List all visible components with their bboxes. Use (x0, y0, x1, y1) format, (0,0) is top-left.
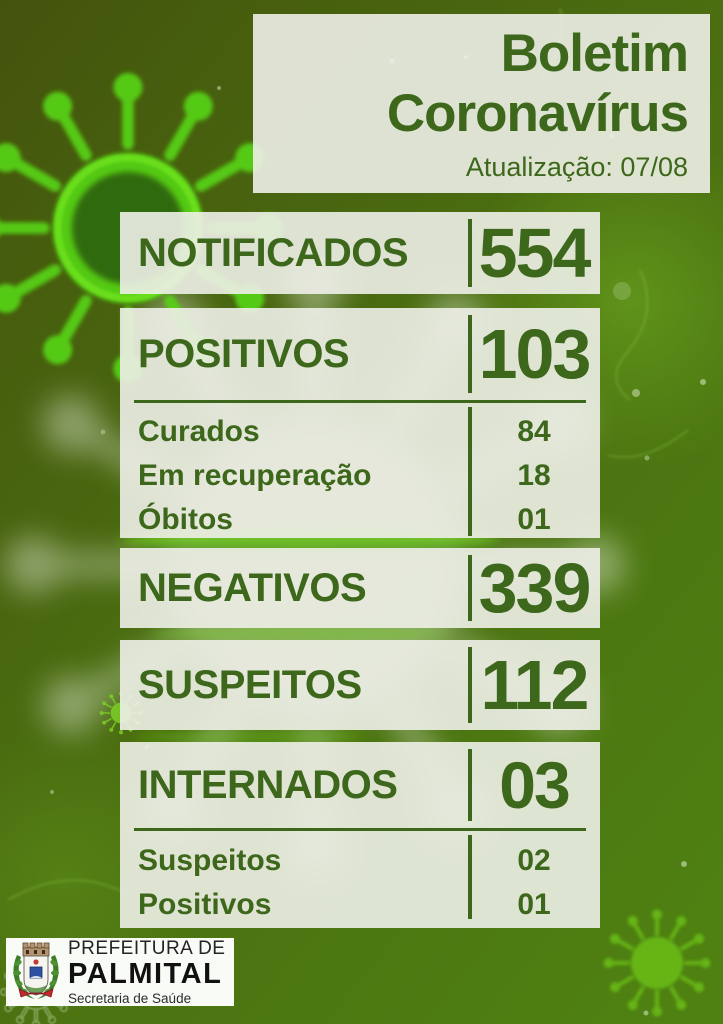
substat-label: Óbitos (138, 503, 233, 536)
stat-card-positivos: POSITIVOS 103 Curados 84 Em recuperação … (120, 308, 600, 538)
org-name-line-2: PALMITAL (68, 957, 223, 990)
substat-row-em-recuperacao: Em recuperação 18 (120, 454, 600, 498)
substat-row-suspeitos-internados: Suspeitos 02 (120, 839, 600, 883)
substat-row-curados: Curados 84 (120, 410, 600, 454)
substat-value: 01 (517, 888, 551, 921)
stat-value: 03 (499, 748, 570, 822)
substat-value: 01 (517, 503, 551, 536)
substat-value: 02 (517, 844, 551, 877)
stat-value: 103 (478, 315, 592, 393)
substat-row-obitos: Óbitos 01 (120, 498, 600, 542)
stat-card-negativos: NEGATIVOS 339 (120, 548, 600, 628)
update-date-label: Atualização: 07/08 (465, 152, 688, 182)
title-card: Boletim Coronavírus Atualização: 07/08 (253, 14, 710, 193)
stat-label: NOTIFICADOS (138, 230, 409, 275)
substat-label: Curados (138, 415, 260, 448)
divider-vertical (468, 835, 472, 919)
palmital-coat-of-arms-icon (13, 942, 59, 999)
stat-label: INTERNADOS (138, 762, 398, 807)
divider-vertical (468, 407, 472, 536)
divider-vertical (468, 647, 472, 723)
substat-value: 84 (517, 415, 551, 448)
bulletin-title-line-2: Coronavírus (386, 84, 689, 143)
divider-vertical (468, 749, 472, 821)
substat-label: Suspeitos (138, 844, 282, 877)
stat-value: 339 (478, 549, 592, 627)
footer-org-card: PREFEITURA DE PALMITAL Secretaria de Saú… (6, 938, 234, 1006)
stat-card-notificados: NOTIFICADOS 554 (120, 212, 600, 294)
stat-value: 554 (478, 214, 592, 292)
stat-value: 112 (480, 646, 590, 724)
divider-vertical (468, 219, 472, 287)
stat-card-suspeitos: SUSPEITOS 112 (120, 640, 600, 730)
substat-value: 18 (517, 459, 551, 492)
divider-horizontal (134, 828, 586, 831)
bulletin-title-line-1: Boletim (500, 24, 689, 83)
divider-horizontal (134, 400, 586, 403)
divider-vertical (468, 315, 472, 393)
substat-row-positivos-internados: Positivos 01 (120, 883, 600, 927)
stat-label: POSITIVOS (138, 331, 350, 376)
divider-vertical (468, 555, 472, 621)
substat-label: Positivos (138, 888, 272, 921)
footer-org-text: PREFEITURA DE PALMITAL Secretaria de Saú… (68, 939, 225, 1006)
stat-card-internados: INTERNADOS 03 Suspeitos 02 Positivos 01 (120, 742, 600, 928)
stat-label: NEGATIVOS (138, 565, 367, 610)
substat-label: Em recuperação (138, 459, 372, 492)
org-name-line-1: PREFEITURA DE (68, 937, 226, 959)
stat-label: SUSPEITOS (138, 662, 362, 707)
org-department: Secretaria de Saúde (68, 990, 192, 1006)
